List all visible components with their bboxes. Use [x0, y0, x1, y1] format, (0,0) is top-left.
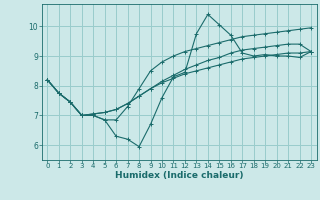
X-axis label: Humidex (Indice chaleur): Humidex (Indice chaleur) — [115, 171, 244, 180]
